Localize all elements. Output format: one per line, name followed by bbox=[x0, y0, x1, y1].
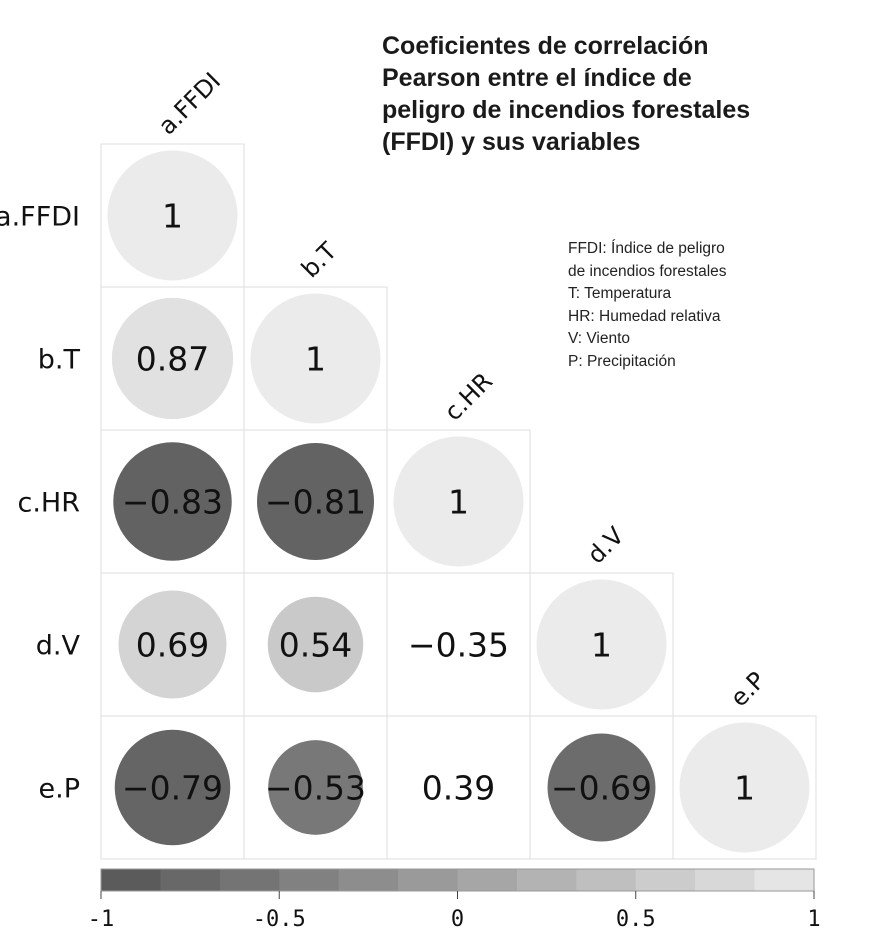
correlation-circle bbox=[679, 722, 810, 853]
legend-note: FFDI: Índice de peligro bbox=[568, 240, 725, 257]
chart-title: Coeficientes de correlación Pearson entr… bbox=[382, 30, 862, 158]
colorbar-tick-label: -1 bbox=[88, 907, 115, 932]
colorbar-step bbox=[754, 869, 815, 891]
correlation-value: −0.53 bbox=[265, 769, 366, 808]
colorbar-tick-label: 1 bbox=[807, 907, 820, 932]
correlation-circle bbox=[547, 733, 656, 842]
column-label: d.V bbox=[582, 521, 630, 569]
colorbar-step bbox=[695, 869, 756, 891]
colorbar-step bbox=[338, 869, 399, 891]
correlation-value: −0.35 bbox=[408, 626, 509, 665]
correlation-value: 0.87 bbox=[136, 340, 209, 379]
correlation-circle bbox=[250, 293, 381, 424]
row-label: a.FFDI bbox=[0, 202, 80, 233]
correlation-circle bbox=[111, 297, 234, 420]
title-line: peligro de incendios forestales bbox=[382, 96, 751, 124]
correlation-circle bbox=[114, 729, 231, 846]
correlation-circle bbox=[257, 443, 374, 560]
colorbar-step bbox=[457, 869, 518, 891]
correlation-value: 0.69 bbox=[136, 626, 209, 665]
correlation-circle bbox=[536, 579, 667, 710]
colorbar-step bbox=[576, 869, 637, 891]
correlation-value: 1 bbox=[162, 197, 183, 236]
legend-note: T: Temperatura bbox=[568, 285, 672, 302]
title-line: Coeficientes de correlación bbox=[382, 32, 709, 60]
colorbar-tick-label: 0.5 bbox=[616, 907, 656, 932]
colorbar-step bbox=[160, 869, 221, 891]
title-line: (FFDI) y sus variables bbox=[382, 128, 641, 156]
column-label: a.FFDI bbox=[153, 67, 226, 140]
correlation-circle bbox=[113, 442, 232, 561]
row-label: e.P bbox=[39, 774, 80, 805]
column-label: c.HR bbox=[439, 367, 498, 426]
grid-cell bbox=[672, 715, 817, 860]
legend-note: de incendios forestales bbox=[568, 262, 727, 280]
column-label: b.T bbox=[296, 237, 343, 284]
colorbar-step bbox=[516, 869, 577, 891]
correlation-value: 1 bbox=[591, 626, 612, 665]
correlation-value: 0.39 bbox=[422, 769, 495, 808]
colorbar-step bbox=[635, 869, 696, 891]
legend-note: V: Viento bbox=[568, 330, 631, 347]
correlation-circle bbox=[267, 596, 364, 693]
colorbar-step bbox=[101, 869, 162, 891]
title-line: Pearson entre el índice de bbox=[382, 64, 692, 92]
abbreviation-legend: FFDI: Índice de peligro de incendios for… bbox=[568, 238, 727, 373]
colorbar-tick-label: -0.5 bbox=[253, 907, 306, 932]
row-label: d.V bbox=[36, 631, 81, 662]
correlation-value: 1 bbox=[305, 340, 326, 379]
colorbar-tick-label: 0 bbox=[451, 907, 464, 932]
legend-note: HR: Humedad relativa bbox=[568, 307, 721, 325]
correlation-value: −0.81 bbox=[265, 483, 366, 522]
correlation-circle bbox=[107, 150, 238, 281]
colorbar-step bbox=[219, 869, 280, 891]
row-label: b.T bbox=[38, 345, 81, 376]
column-label: e.P bbox=[725, 666, 771, 712]
correlation-circle bbox=[393, 436, 524, 567]
correlation-value: 0.54 bbox=[279, 626, 352, 665]
correlation-circle bbox=[118, 590, 227, 699]
correlation-value: −0.79 bbox=[122, 769, 223, 808]
legend-note: P: Precipitación bbox=[568, 352, 676, 370]
correlation-circle bbox=[268, 740, 363, 835]
correlation-value: −0.69 bbox=[551, 769, 652, 808]
colorbar-step bbox=[398, 869, 459, 891]
correlation-value: −0.83 bbox=[122, 483, 223, 522]
colorbar-step bbox=[279, 869, 340, 891]
correlation-value: 1 bbox=[734, 769, 755, 808]
correlation-value: 1 bbox=[448, 483, 469, 522]
row-label: c.HR bbox=[18, 488, 81, 519]
